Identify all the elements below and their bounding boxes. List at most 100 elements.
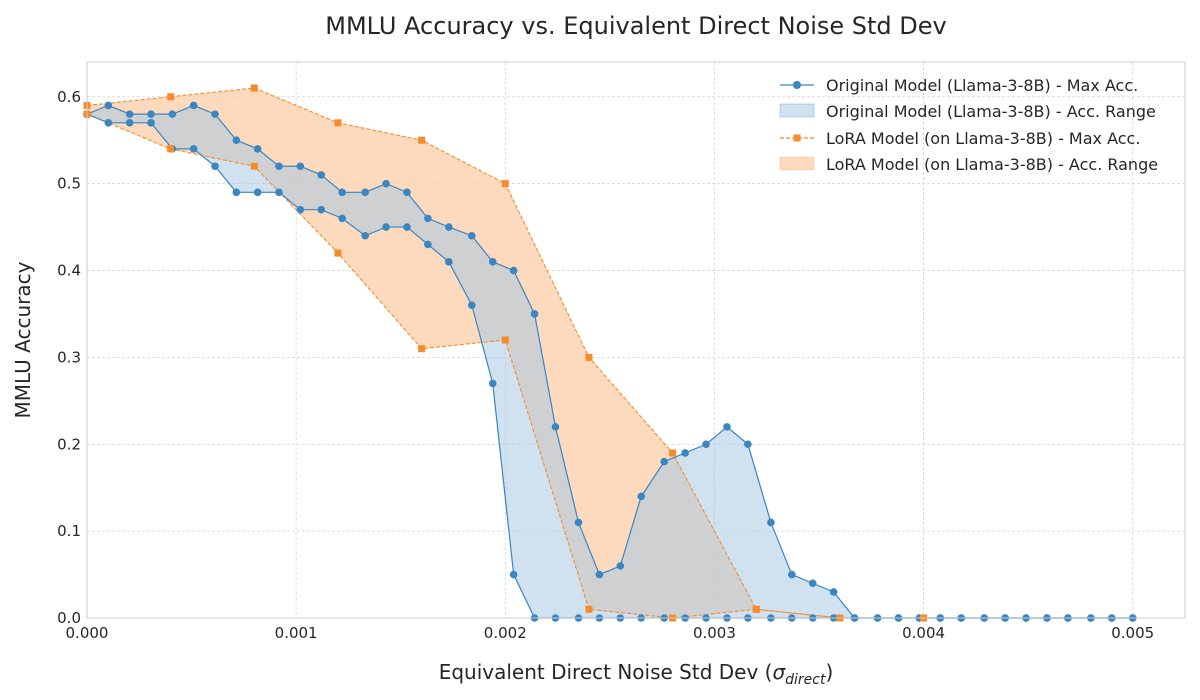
x-tick-label: 0.001	[275, 624, 318, 642]
original-max-point	[424, 214, 432, 223]
original-max-point	[681, 449, 689, 457]
legend-lora-max-marker	[793, 134, 801, 142]
original-max-point	[296, 162, 305, 171]
lora-min-point	[752, 605, 760, 613]
legend-original-max-label: Original Model (Llama-3-8B) - Max Acc.	[826, 76, 1138, 95]
plot-frame	[86, 61, 1186, 619]
original-min-point	[104, 119, 113, 127]
original-max-point	[551, 423, 560, 431]
lora-max-point	[250, 84, 258, 92]
original-min-point	[338, 214, 346, 223]
lora-min-point	[167, 145, 175, 153]
x-tick-label: 0.003	[693, 624, 736, 642]
original-min-point	[189, 145, 198, 153]
original-min-point	[253, 188, 262, 197]
original-min-point	[275, 188, 283, 197]
lora-min-point	[250, 162, 258, 170]
original-max-point	[403, 188, 411, 197]
legend-original-max-marker	[793, 81, 801, 89]
x-axis-title-symbol: σ	[772, 660, 786, 684]
lora-max-point	[334, 119, 342, 127]
x-tick-label: 0.004	[902, 624, 945, 642]
original-max-point	[445, 223, 453, 231]
original-max-point	[574, 518, 583, 527]
original-max-point	[168, 110, 177, 118]
original-min-point	[296, 205, 305, 214]
original-max-point	[744, 440, 752, 449]
original-max-point	[275, 162, 283, 171]
y-tick-label: 0.3	[57, 348, 81, 366]
original-min-point	[488, 379, 497, 388]
legend: Original Model (Llama-3-8B) - Max Acc. O…	[779, 76, 1158, 174]
original-min-point	[361, 231, 369, 240]
x-axis-title-subscript: direct	[785, 672, 826, 688]
y-axis-title: MMLU Accuracy	[11, 261, 35, 418]
x-tick-label: 0.000	[66, 624, 109, 642]
original-max-point	[189, 101, 198, 110]
original-min-point	[403, 223, 411, 231]
original-min-point	[147, 119, 155, 127]
lora-max-point	[501, 180, 509, 188]
original-max-point	[147, 110, 155, 118]
original-min-point	[382, 223, 390, 231]
original-max-point	[253, 145, 262, 153]
original-max-point	[788, 570, 796, 579]
chart-title: MMLU Accuracy vs. Equivalent Direct Nois…	[325, 12, 946, 40]
original-max-point	[660, 457, 669, 466]
lora-min-point	[585, 605, 593, 613]
y-tick-label: 0.5	[57, 175, 81, 193]
original-max-point	[595, 570, 604, 579]
original-max-point	[382, 179, 390, 188]
y-tick-label: 0.0	[57, 609, 81, 627]
original-max-point	[232, 136, 241, 144]
lora-max-point	[669, 449, 677, 457]
y-tick-label: 0.6	[57, 88, 81, 106]
original-max-point	[637, 492, 646, 501]
y-tick-labels: 0.0 0.1 0.2 0.3 0.4 0.5 0.6	[57, 88, 81, 627]
lora-min-point	[418, 345, 426, 353]
original-min-point	[509, 570, 518, 579]
lora-min-point	[501, 336, 509, 344]
original-max-point	[338, 188, 346, 197]
original-min-point	[125, 119, 134, 127]
original-max-point	[616, 562, 625, 570]
x-tick-labels: 0.000 0.001 0.002 0.003 0.004 0.005	[66, 624, 1155, 642]
original-max-point	[723, 423, 731, 431]
original-max-point	[468, 231, 476, 240]
y-tick-label: 0.2	[57, 435, 81, 453]
original-min-point	[211, 162, 219, 171]
original-max-point	[361, 188, 369, 197]
x-tick-label: 0.002	[484, 624, 527, 642]
legend-lora-max-label: LoRA Model (on Llama-3-8B) - Max Acc.	[826, 129, 1140, 148]
original-min-point	[232, 188, 241, 197]
original-min-point	[424, 240, 432, 249]
original-min-point	[317, 205, 326, 214]
original-max-point	[829, 588, 838, 596]
legend-lora-range-label: LoRA Model (on Llama-3-8B) - Acc. Range	[826, 155, 1158, 174]
range-fills	[87, 88, 1133, 618]
x-axis-title: Equivalent Direct Noise Std Dev (σdirect…	[439, 660, 834, 688]
lora-max-point	[167, 93, 175, 101]
original-max-point	[767, 518, 775, 527]
original-max-point	[509, 266, 518, 275]
original-max-point	[125, 110, 134, 118]
lora-min-point	[334, 249, 342, 257]
legend-lora-range-swatch	[779, 156, 815, 171]
x-axis-title-prefix: Equivalent Direct Noise Std Dev (	[439, 660, 773, 684]
original-max-point	[702, 440, 710, 449]
lora-max-point	[585, 353, 593, 361]
original-max-point	[530, 310, 539, 318]
original-min-point	[468, 301, 476, 310]
lora-max-point	[418, 136, 426, 144]
original-max-point	[808, 579, 817, 588]
legend-original-range-swatch	[779, 103, 815, 118]
x-axis-title-suffix: )	[825, 660, 833, 684]
original-max-point	[317, 171, 326, 179]
y-tick-label: 0.4	[57, 262, 81, 280]
y-tick-label: 0.1	[57, 522, 81, 540]
original-max-point	[488, 258, 497, 266]
original-max-point	[104, 101, 113, 110]
x-tick-label: 0.005	[1111, 624, 1154, 642]
original-min-point	[445, 258, 453, 266]
